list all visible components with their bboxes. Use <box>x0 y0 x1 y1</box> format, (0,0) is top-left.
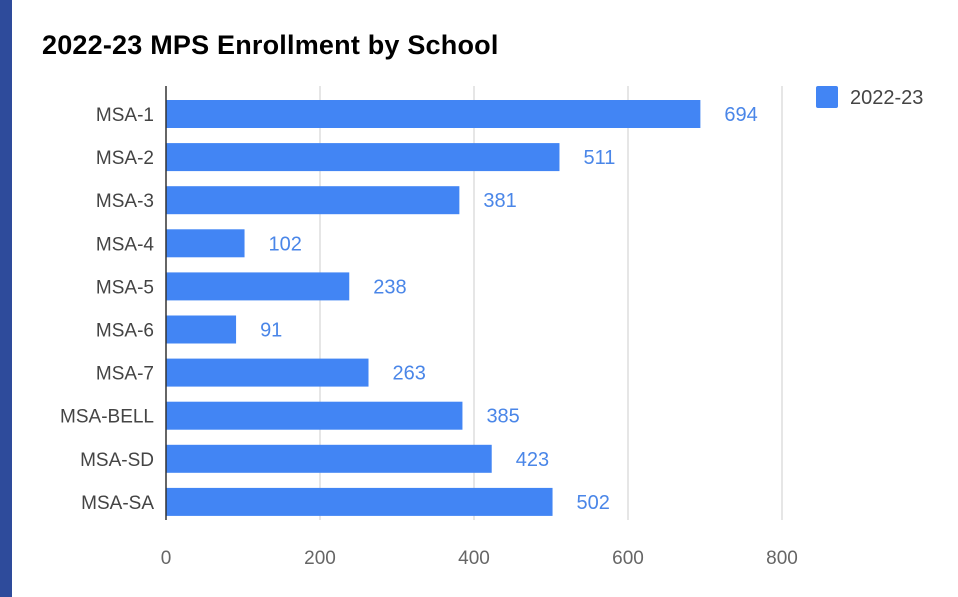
data-label: 423 <box>516 449 549 471</box>
category-label: MSA-SA <box>81 493 154 514</box>
category-label: MSA-BELL <box>60 407 154 428</box>
legend: 2022-23 <box>816 86 923 109</box>
category-label: MSA-6 <box>96 321 154 342</box>
x-tick-label: 600 <box>612 548 644 569</box>
data-label: 238 <box>373 276 406 298</box>
data-label: 263 <box>393 363 426 385</box>
bar <box>166 272 350 301</box>
data-label: 511 <box>583 147 615 169</box>
category-label: MSA-1 <box>96 105 154 126</box>
bar <box>166 487 553 516</box>
data-label: 385 <box>486 406 519 428</box>
bar <box>166 315 237 344</box>
category-label: MSA-SD <box>80 450 154 471</box>
x-tick-label: 400 <box>458 548 490 569</box>
x-tick-label: 800 <box>766 548 798 569</box>
x-tick-label: 200 <box>304 548 336 569</box>
data-label: 502 <box>577 492 610 514</box>
bar-chart: 694 511 381 102 238 91 263 385 423 502 MSA-1 MSA-2… <box>60 86 923 569</box>
data-label: 694 <box>724 104 757 126</box>
x-tick-label: 0 <box>161 548 172 569</box>
legend-swatch <box>816 86 838 108</box>
data-label: 91 <box>260 320 282 342</box>
data-label: 102 <box>269 233 302 255</box>
bar <box>166 100 701 128</box>
bar <box>166 229 245 258</box>
category-label: MSA-5 <box>96 277 154 298</box>
bar <box>166 358 369 387</box>
data-label: 381 <box>483 190 516 212</box>
bar <box>166 143 560 172</box>
y-axis: MSA-1 MSA-2 MSA-3 MSA-4 MSA-5 MSA-6 MSA-7 MSA-B… <box>60 86 167 520</box>
bar <box>166 401 463 430</box>
chart-card: 2022-23 MPS Enrollment by School 694 511 3… <box>12 0 958 597</box>
legend-label: 2022-23 <box>850 87 923 109</box>
chart-title: 2022-23 MPS Enrollment by School <box>42 30 499 60</box>
category-label: MSA-3 <box>96 191 154 212</box>
category-label: MSA-4 <box>96 234 155 255</box>
x-axis-ticks: 0 200 400 600 800 <box>161 548 798 569</box>
bars: 694 511 381 102 238 91 263 385 423 502 <box>166 100 758 516</box>
bar <box>166 444 492 473</box>
bar <box>166 186 460 215</box>
category-label: MSA-2 <box>96 148 154 169</box>
category-label: MSA-7 <box>96 364 154 385</box>
